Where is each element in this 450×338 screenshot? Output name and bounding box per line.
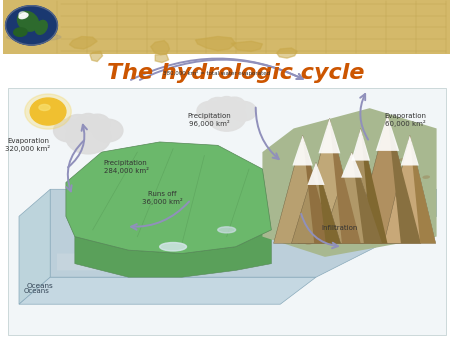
Ellipse shape: [337, 229, 351, 238]
Bar: [4, 54, 450, 338]
Ellipse shape: [7, 33, 61, 41]
Text: Evaporation
320,000 km²: Evaporation 320,000 km²: [5, 138, 50, 152]
Ellipse shape: [399, 158, 412, 162]
Text: The hydrologic cycle: The hydrologic cycle: [107, 63, 364, 83]
Polygon shape: [155, 54, 169, 63]
Polygon shape: [329, 118, 361, 243]
Circle shape: [6, 6, 57, 45]
Circle shape: [93, 119, 123, 142]
Ellipse shape: [291, 214, 302, 221]
Ellipse shape: [218, 227, 236, 233]
Circle shape: [86, 114, 110, 132]
Ellipse shape: [328, 198, 340, 206]
Ellipse shape: [14, 28, 27, 37]
Polygon shape: [341, 152, 362, 178]
Ellipse shape: [395, 231, 402, 236]
Ellipse shape: [18, 11, 38, 31]
Ellipse shape: [423, 175, 430, 179]
Circle shape: [207, 102, 246, 131]
Circle shape: [217, 97, 236, 111]
Bar: [4, 0, 450, 54]
Ellipse shape: [39, 104, 50, 111]
Polygon shape: [274, 135, 332, 243]
Circle shape: [207, 97, 229, 115]
Polygon shape: [292, 135, 313, 166]
Polygon shape: [354, 115, 421, 243]
Ellipse shape: [36, 20, 47, 34]
Polygon shape: [302, 135, 332, 243]
Polygon shape: [151, 41, 170, 55]
Polygon shape: [321, 152, 382, 243]
Polygon shape: [307, 162, 324, 185]
Bar: [8, 88, 445, 335]
Polygon shape: [384, 135, 436, 243]
Polygon shape: [66, 142, 271, 254]
Text: Oceans: Oceans: [24, 288, 50, 294]
Ellipse shape: [304, 239, 314, 245]
Circle shape: [5, 6, 58, 45]
Polygon shape: [298, 118, 361, 243]
Ellipse shape: [160, 243, 186, 251]
Polygon shape: [90, 51, 103, 62]
Polygon shape: [277, 48, 297, 58]
Polygon shape: [401, 135, 419, 166]
Polygon shape: [231, 41, 262, 51]
Polygon shape: [316, 162, 341, 243]
Circle shape: [224, 97, 245, 113]
Polygon shape: [50, 189, 436, 277]
Circle shape: [25, 94, 71, 129]
Text: 380,000 km² = total water evaporated: 380,000 km² = total water evaporated: [163, 70, 270, 76]
Polygon shape: [387, 115, 421, 243]
Polygon shape: [195, 37, 236, 51]
Circle shape: [231, 101, 256, 121]
Circle shape: [19, 12, 26, 17]
Circle shape: [77, 114, 99, 130]
Polygon shape: [19, 277, 316, 304]
Circle shape: [30, 98, 66, 125]
Ellipse shape: [302, 169, 317, 176]
Text: Precipitation
96,000 km²: Precipitation 96,000 km²: [188, 113, 232, 127]
Polygon shape: [262, 108, 436, 257]
Text: Precipitation
284,000 km²: Precipitation 284,000 km²: [104, 160, 149, 174]
Polygon shape: [361, 128, 387, 243]
Circle shape: [65, 115, 91, 135]
Text: Infiltration: Infiltration: [321, 225, 357, 231]
Polygon shape: [376, 115, 399, 151]
Polygon shape: [57, 254, 249, 270]
Circle shape: [197, 101, 223, 121]
Ellipse shape: [19, 13, 28, 19]
Polygon shape: [69, 37, 97, 49]
Circle shape: [54, 119, 84, 142]
Polygon shape: [352, 152, 382, 243]
Text: Runs off
36,000 km²: Runs off 36,000 km²: [142, 191, 182, 205]
Text: Evaporation
60,000 km²: Evaporation 60,000 km²: [384, 113, 426, 127]
Circle shape: [66, 120, 111, 154]
Polygon shape: [410, 135, 436, 243]
Polygon shape: [319, 118, 340, 153]
Polygon shape: [334, 128, 387, 243]
Polygon shape: [292, 162, 341, 243]
Polygon shape: [75, 230, 271, 277]
Polygon shape: [19, 189, 50, 304]
Text: Oceans: Oceans: [27, 283, 54, 289]
Polygon shape: [351, 128, 370, 161]
